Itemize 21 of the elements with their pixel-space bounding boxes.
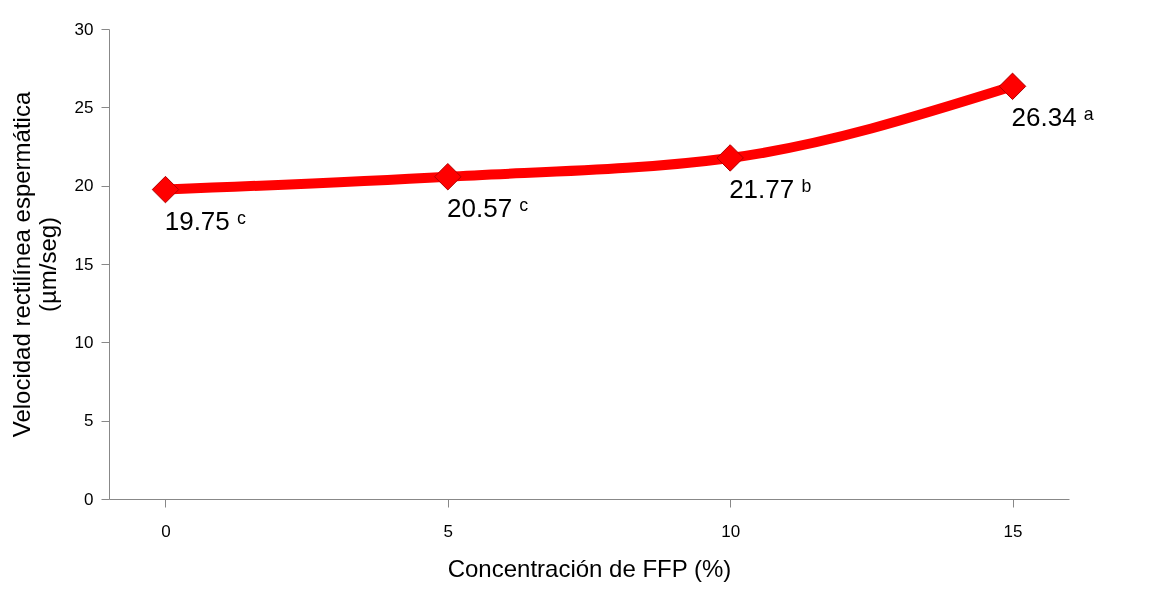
y-tick-label: 5 [84,411,94,431]
y-tick-label: 25 [74,97,94,117]
x-tick-label: 0 [161,521,171,541]
y-tick-label: 20 [74,176,94,196]
y-tick-label: 15 [74,254,94,274]
data-label: 21.77 ᵇ [729,173,812,204]
point [151,175,180,204]
data-label: 26.34 ᵃ [1011,102,1094,133]
y-axis-title: Velocidad rectilínea espermática (µm/seg) [7,91,61,438]
y-tick-label: 0 [84,489,94,509]
x-axis-title: Concentración de FFP (%) [447,554,732,582]
data-label: 19.75 ᶜ [164,205,247,236]
x-tick-label: 15 [1003,521,1023,541]
point [998,72,1027,101]
y-tick-label: 30 [74,19,94,39]
y-tick-label: 10 [74,332,94,352]
x-tick-label: 10 [721,521,741,541]
x-tick-label: 5 [443,521,454,541]
point [434,163,462,191]
point [716,144,744,172]
data-label: 20.57 ᶜ [447,192,529,223]
